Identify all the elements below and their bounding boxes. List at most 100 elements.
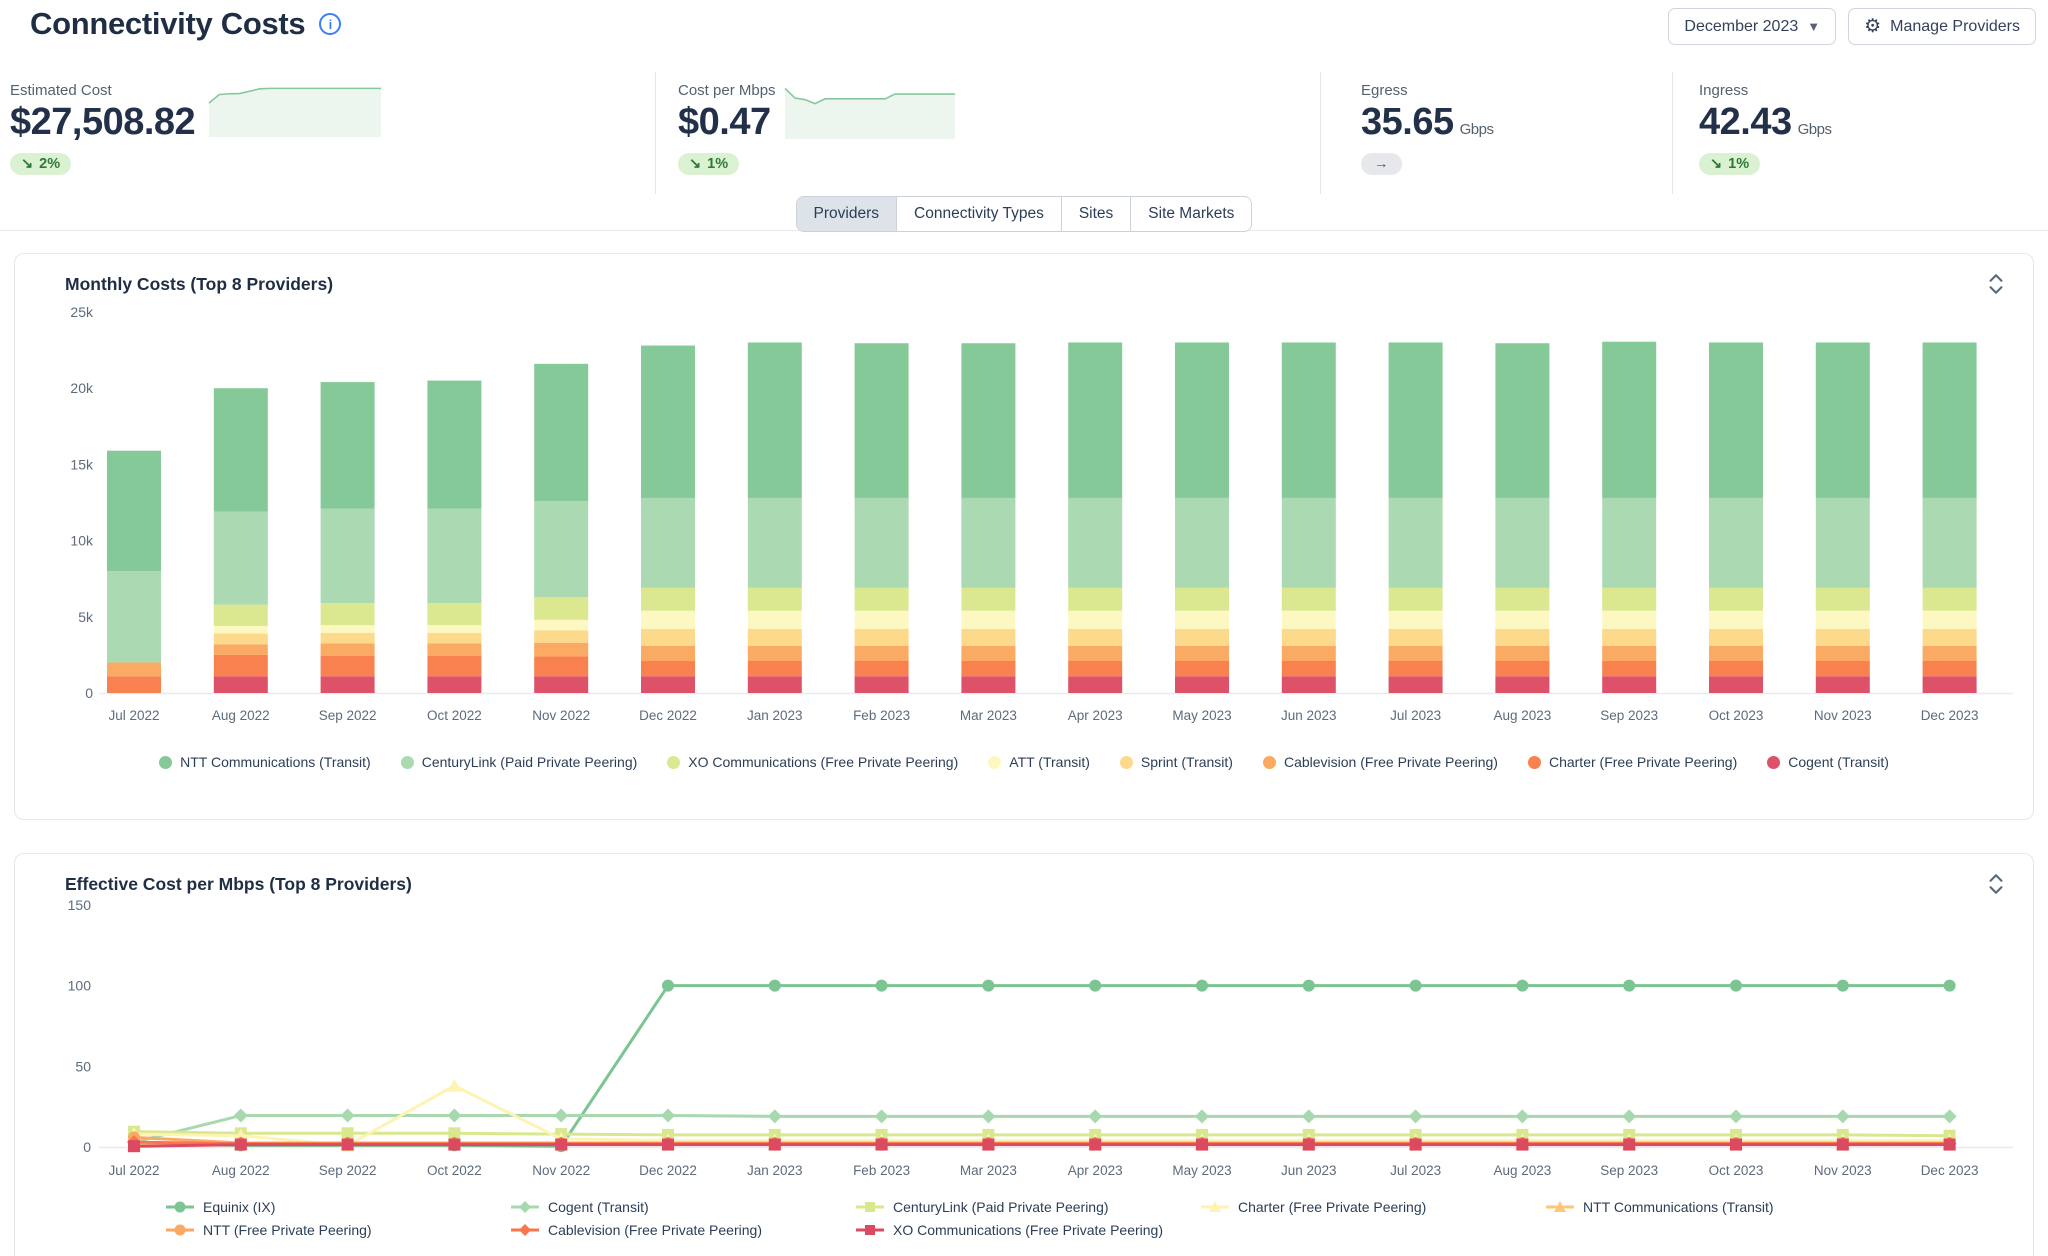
bar-segment[interactable] (427, 625, 482, 633)
bar-segment[interactable] (641, 497, 695, 588)
data-point[interactable] (1302, 1138, 1315, 1151)
legend-item[interactable]: NTT Communications (Transit) (159, 754, 371, 770)
bar-segment[interactable] (1281, 676, 1336, 693)
bar-segment[interactable] (1602, 587, 1657, 611)
bar-segment[interactable] (1068, 342, 1123, 498)
bar-segment[interactable] (1709, 610, 1763, 629)
period-dropdown[interactable]: December 2023 ▼ (1668, 8, 1837, 45)
bar-segment[interactable] (1175, 676, 1229, 693)
bar-segment[interactable] (1815, 610, 1870, 629)
data-point[interactable] (1730, 979, 1742, 992)
data-point[interactable] (1302, 979, 1315, 992)
legend-item[interactable]: NTT (Free Private Peering) (165, 1222, 510, 1238)
data-point[interactable] (448, 1138, 461, 1151)
data-point[interactable] (555, 1138, 568, 1151)
bar-segment[interactable] (1495, 610, 1550, 629)
data-point[interactable] (128, 1140, 140, 1153)
bar-segment[interactable] (427, 603, 482, 626)
bar-segment[interactable] (213, 654, 268, 677)
bar-segment[interactable] (1815, 628, 1870, 646)
data-point[interactable] (767, 1109, 782, 1124)
bar-segment[interactable] (1922, 628, 1977, 646)
bar-segment[interactable] (1281, 587, 1336, 611)
series-line[interactable] (133, 1130, 1950, 1138)
data-point[interactable] (1836, 979, 1849, 992)
bar-segment[interactable] (1068, 660, 1123, 677)
bar-segment[interactable] (1495, 628, 1550, 646)
bar-segment[interactable] (854, 628, 909, 646)
bar-segment[interactable] (1068, 676, 1123, 693)
bar-segment[interactable] (747, 342, 802, 498)
data-point[interactable] (875, 979, 888, 992)
bar-segment[interactable] (1495, 587, 1550, 611)
data-point[interactable] (1942, 1109, 1957, 1124)
bar-segment[interactable] (1495, 645, 1550, 661)
bar-segment[interactable] (320, 655, 375, 677)
bar-segment[interactable] (1709, 587, 1763, 611)
bar-segment[interactable] (1602, 628, 1657, 646)
bar-segment[interactable] (961, 645, 1016, 661)
bar-segment[interactable] (641, 587, 695, 611)
data-point[interactable] (1835, 1109, 1850, 1124)
bar-segment[interactable] (1495, 660, 1550, 677)
bar-segment[interactable] (213, 604, 268, 626)
bar-segment[interactable] (1709, 342, 1763, 498)
bar-segment[interactable] (641, 628, 695, 646)
bar-segment[interactable] (961, 660, 1016, 677)
legend-item[interactable]: Charter (Free Private Peering) (1200, 1199, 1545, 1215)
bar-segment[interactable] (854, 676, 909, 693)
bar-segment[interactable] (854, 610, 909, 629)
bar-segment[interactable] (1602, 645, 1657, 661)
bar-segment[interactable] (1922, 587, 1977, 611)
bar-segment[interactable] (427, 643, 482, 656)
bar-segment[interactable] (534, 656, 589, 677)
manage-providers-button[interactable]: ⚙ Manage Providers (1848, 8, 2036, 45)
bar-segment[interactable] (1388, 497, 1443, 588)
data-point[interactable] (448, 1127, 461, 1140)
bar-segment[interactable] (747, 660, 802, 677)
data-point[interactable] (1088, 1109, 1103, 1124)
bar-segment[interactable] (213, 388, 268, 512)
data-point[interactable] (1089, 979, 1102, 992)
bar-segment[interactable] (320, 676, 375, 693)
bar-segment[interactable] (1281, 497, 1336, 588)
bar-segment[interactable] (1068, 587, 1123, 611)
bar-segment[interactable] (1175, 628, 1229, 646)
bar-segment[interactable] (320, 382, 375, 509)
bar-segment[interactable] (961, 676, 1016, 693)
data-point[interactable] (1408, 1109, 1423, 1124)
bar-segment[interactable] (1602, 497, 1657, 588)
bar-segment[interactable] (1175, 610, 1229, 629)
legend-item[interactable]: Cogent (Transit) (510, 1199, 855, 1215)
bar-segment[interactable] (961, 610, 1016, 629)
bar-segment[interactable] (1495, 343, 1550, 498)
bar-segment[interactable] (1922, 645, 1977, 661)
bar-segment[interactable] (747, 628, 802, 646)
bar-segment[interactable] (107, 450, 161, 572)
data-point[interactable] (1515, 1109, 1530, 1124)
data-point[interactable] (1943, 1138, 1956, 1151)
bar-segment[interactable] (1388, 587, 1443, 611)
data-point[interactable] (234, 1138, 247, 1151)
data-point[interactable] (1195, 1109, 1209, 1124)
bar-segment[interactable] (1068, 497, 1123, 588)
bar-segment[interactable] (213, 644, 268, 655)
data-point[interactable] (662, 1138, 674, 1151)
data-point[interactable] (1516, 979, 1529, 992)
bar-segment[interactable] (1495, 676, 1550, 693)
bar-segment[interactable] (1388, 342, 1443, 498)
legend-item[interactable]: CenturyLink (Paid Private Peering) (400, 754, 637, 770)
bar-segment[interactable] (961, 343, 1016, 498)
bar-segment[interactable] (1922, 610, 1977, 629)
info-icon[interactable]: i (319, 13, 342, 35)
legend-item[interactable]: Equinix (IX) (165, 1199, 510, 1215)
bar-segment[interactable] (1602, 341, 1657, 498)
data-point[interactable] (340, 1108, 355, 1123)
bar-segment[interactable] (854, 497, 909, 588)
bar-segment[interactable] (320, 603, 375, 626)
bar-segment[interactable] (1922, 497, 1977, 588)
data-point[interactable] (1516, 1138, 1529, 1151)
bar-segment[interactable] (1175, 587, 1229, 611)
data-point[interactable] (1409, 1138, 1422, 1151)
bar-segment[interactable] (1602, 610, 1657, 629)
